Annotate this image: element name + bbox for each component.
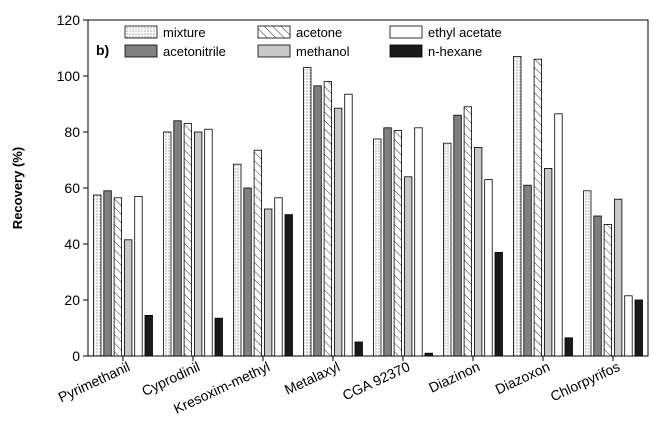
bar-n-hexane-0 xyxy=(144,314,153,357)
y-axis: 0 20 40 60 80 100 120 xyxy=(57,12,88,364)
bar-methanol-3 xyxy=(333,107,343,357)
bar-methanol-1 xyxy=(193,131,203,357)
bar-acetone-0 xyxy=(113,197,122,357)
legend-label-acetone: acetone xyxy=(296,25,342,40)
legend-swatch-mixture xyxy=(124,25,158,39)
x-tick-label: Diazinon xyxy=(426,358,482,396)
y-tick-label: 80 xyxy=(64,124,80,140)
bar-acetonitrile-5 xyxy=(453,114,462,357)
legend-swatch-acetone xyxy=(257,25,291,39)
bar-mixture-5 xyxy=(443,142,452,357)
bar-ethyl-acetate-3 xyxy=(344,93,353,357)
y-tick-label: 20 xyxy=(64,292,80,308)
bar-acetone-2 xyxy=(253,149,263,357)
bar-acetone-3 xyxy=(323,81,333,357)
bar-acetonitrile-0 xyxy=(103,190,112,357)
legend-swatch-acetonitrile xyxy=(124,44,158,58)
plot-area-frame xyxy=(87,19,649,357)
bar-acetone-1 xyxy=(183,123,193,357)
y-tick-label: 60 xyxy=(64,180,80,196)
bar-mixture-0 xyxy=(93,194,102,357)
bar-ethyl-acetate-6 xyxy=(554,113,563,357)
bar-acetone-4 xyxy=(393,130,403,357)
bar-n-hexane-7 xyxy=(634,299,643,357)
bar-ethyl-acetate-4 xyxy=(414,127,423,357)
bar-mixture-6 xyxy=(513,56,522,357)
legend: mixture acetonitrile acetone methanol ethyl … xyxy=(124,25,502,59)
legend-swatch-n-hexane xyxy=(389,44,423,58)
bar-acetonitrile-2 xyxy=(243,187,252,357)
bar-acetonitrile-1 xyxy=(173,120,182,357)
bar-mixture-7 xyxy=(583,190,592,357)
legend-label-methanol: methanol xyxy=(296,44,350,59)
x-tick-label: Diazoxon xyxy=(493,358,553,397)
legend-label-mixture: mixture xyxy=(163,25,206,40)
x-tick-label: Pyrimethanil xyxy=(56,358,133,405)
bar-acetonitrile-7 xyxy=(593,215,602,357)
bar-ethyl-acetate-2 xyxy=(274,197,283,357)
bar-ethyl-acetate-7 xyxy=(624,295,633,357)
bar-n-hexane-3 xyxy=(354,341,363,357)
legend-swatch-ethyl-acetate xyxy=(389,25,423,39)
x-tick-label: Chlorpyrifos xyxy=(548,358,622,404)
bar-acetone-7 xyxy=(603,223,612,357)
bar-n-hexane-2 xyxy=(284,214,293,357)
y-tick-label: 100 xyxy=(57,68,81,84)
bar-mixture-2 xyxy=(233,163,242,357)
bar-methanol-6 xyxy=(544,167,553,357)
bar-ethyl-acetate-5 xyxy=(484,179,493,357)
bar-ethyl-acetate-0 xyxy=(134,195,143,357)
bar-n-hexane-5 xyxy=(494,251,503,357)
bar-acetone-6 xyxy=(533,58,542,357)
bar-n-hexane-1 xyxy=(214,317,223,357)
panel-label: b) xyxy=(96,42,109,58)
bar-n-hexane-4 xyxy=(424,352,433,357)
x-tick-label: Metalaxyl xyxy=(282,358,342,397)
bars-group xyxy=(93,56,643,357)
bar-n-hexane-6 xyxy=(564,337,573,357)
y-axis-title: Recovery (%) xyxy=(10,147,25,229)
legend-swatch-methanol xyxy=(257,44,291,58)
y-tick-label: 120 xyxy=(57,12,81,28)
bar-methanol-0 xyxy=(124,239,133,357)
bar-acetone-5 xyxy=(463,106,473,357)
bar-methanol-4 xyxy=(403,176,413,357)
bar-acetonitrile-3 xyxy=(313,85,322,357)
bar-ethyl-acetate-1 xyxy=(204,128,213,357)
bar-methanol-5 xyxy=(473,146,483,357)
bar-acetonitrile-4 xyxy=(383,127,392,357)
legend-label-acetonitrile: acetonitrile xyxy=(163,44,226,59)
bar-mixture-3 xyxy=(303,67,312,357)
bar-methanol-2 xyxy=(263,208,273,357)
y-tick-label: 40 xyxy=(64,236,80,252)
x-tick-label: CGA 92370 xyxy=(340,358,413,403)
y-tick-label: 0 xyxy=(72,348,80,364)
bar-mixture-4 xyxy=(373,138,382,357)
bar-methanol-7 xyxy=(614,198,623,357)
bar-acetonitrile-6 xyxy=(523,184,532,357)
bar-mixture-1 xyxy=(163,131,172,357)
legend-label-ethyl-acetate: ethyl acetate xyxy=(428,25,502,40)
legend-label-n-hexane: n-hexane xyxy=(428,44,482,59)
